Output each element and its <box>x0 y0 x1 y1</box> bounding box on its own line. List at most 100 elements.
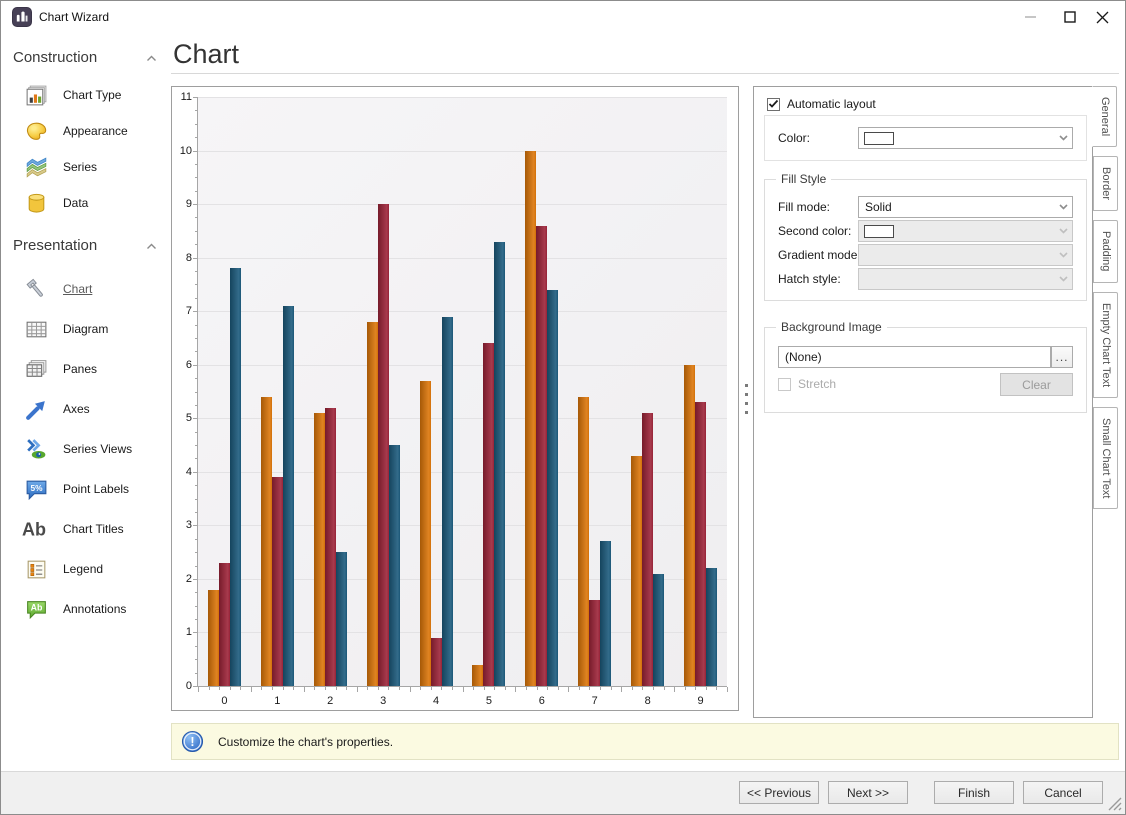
y-tick <box>195 565 198 567</box>
status-bar: ! Customize the chart's properties. <box>171 723 1119 760</box>
chevron-down-icon <box>1054 269 1072 289</box>
gridline <box>198 418 727 420</box>
previous-button[interactable]: << Previous <box>739 781 819 804</box>
bar-series3-cat2 <box>335 552 347 686</box>
cancel-button[interactable]: Cancel <box>1023 781 1103 804</box>
checkbox-checked-icon <box>767 97 780 111</box>
gradient-mode-label: Gradient mode: <box>778 248 861 262</box>
sidebar-item-label: Diagram <box>63 322 109 336</box>
checkbox-unchecked-icon <box>778 377 791 391</box>
color-swatch <box>864 224 894 238</box>
axes-icon <box>21 397 51 422</box>
sidebar-item-chart-titles[interactable]: Ab Chart Titles <box>13 509 171 549</box>
finish-button[interactable]: Finish <box>934 781 1014 804</box>
automatic-layout-checkbox[interactable]: Automatic layout <box>767 97 876 111</box>
sidebar-item-series-views[interactable]: Series Views <box>13 429 171 469</box>
x-tick <box>229 687 231 690</box>
bar-series1-cat7 <box>578 396 590 686</box>
hatch-style-dropdown <box>858 268 1073 290</box>
y-tick <box>195 324 198 326</box>
y-tick-label: 6 <box>185 358 192 371</box>
x-tick <box>578 687 580 690</box>
tab-empty-chart-text[interactable]: Empty Chart Text <box>1093 291 1118 398</box>
x-tick <box>674 687 676 692</box>
bar-series2-cat2 <box>324 407 336 686</box>
y-tick <box>193 525 198 527</box>
y-tick <box>195 217 198 219</box>
y-tick <box>195 190 198 192</box>
window-title: Chart Wizard <box>39 10 110 24</box>
tab-border[interactable]: Border <box>1093 156 1118 212</box>
browse-button[interactable]: ... <box>1051 346 1073 368</box>
sidebar-item-chart[interactable]: Chart <box>13 269 171 309</box>
tab-padding[interactable]: Padding <box>1093 220 1118 283</box>
y-tick <box>195 110 198 112</box>
x-tick <box>377 687 379 690</box>
section-header-presentation[interactable]: Presentation <box>13 233 171 257</box>
y-tick <box>195 378 198 380</box>
minimize-icon[interactable] <box>1013 3 1047 31</box>
tab-small-chart-text[interactable]: Small Chart Text <box>1093 406 1118 510</box>
x-tick-label: 6 <box>538 695 545 707</box>
second-color-dropdown <box>858 220 1073 242</box>
automatic-layout-label: Automatic layout <box>787 97 876 111</box>
bar-series1-cat2 <box>313 412 325 686</box>
bar-series1-cat0 <box>207 589 219 686</box>
fill-mode-dropdown[interactable]: Solid <box>858 196 1073 218</box>
series-icon <box>21 155 51 180</box>
y-tick <box>195 552 198 554</box>
x-tick <box>367 687 369 690</box>
bar-series2-cat3 <box>377 204 389 686</box>
next-button[interactable]: Next >> <box>828 781 908 804</box>
x-tick-label: 0 <box>221 695 228 707</box>
y-tick <box>193 578 198 580</box>
panes-icon <box>21 357 51 382</box>
sidebar-item-chart-type[interactable]: Chart Type <box>13 77 171 113</box>
sidebar-item-label: Panes <box>63 362 98 376</box>
bar-series2-cat9 <box>695 402 707 686</box>
sidebar-item-axes[interactable]: Axes <box>13 389 171 429</box>
gridline <box>198 311 727 313</box>
sidebar-item-diagram[interactable]: Diagram <box>13 309 171 349</box>
sidebar-item-appearance[interactable]: Appearance <box>13 113 171 149</box>
data-icon <box>21 191 51 216</box>
background-image-field[interactable]: (None) <box>778 346 1051 368</box>
resize-grip[interactable] <box>1108 797 1122 811</box>
section-header-construction[interactable]: Construction <box>13 45 171 69</box>
close-icon[interactable] <box>1085 3 1119 31</box>
maximize-icon[interactable] <box>1053 3 1087 31</box>
x-tick <box>399 687 401 690</box>
color-swatch <box>864 131 894 145</box>
y-tick <box>193 632 198 634</box>
color-dropdown[interactable] <box>858 127 1073 149</box>
chevron-down-icon <box>1054 197 1072 217</box>
panel-splitter[interactable] <box>741 86 752 711</box>
plot-area <box>198 97 727 686</box>
sidebar-item-point-labels[interactable]: 5% Point Labels <box>13 469 171 509</box>
y-tick <box>195 498 198 500</box>
bar-series1-cat3 <box>366 321 378 686</box>
x-tick <box>727 687 728 692</box>
sidebar-item-data[interactable]: Data <box>13 185 171 221</box>
fill-style-title: Fill Style <box>776 172 832 186</box>
tab-general[interactable]: General <box>1092 86 1117 148</box>
bar-series3-cat3 <box>388 445 400 686</box>
sidebar-item-legend[interactable]: Legend <box>13 549 171 589</box>
y-tick <box>195 659 198 661</box>
x-axis <box>198 686 727 687</box>
sidebar-item-panes[interactable]: Panes <box>13 349 171 389</box>
bar-series2-cat5 <box>483 343 495 686</box>
x-tick <box>610 687 612 690</box>
sidebar-item-label: Point Labels <box>63 482 130 496</box>
bar-series3-cat4 <box>441 316 453 686</box>
x-tick <box>494 687 496 690</box>
x-tick <box>250 687 252 692</box>
x-tick <box>642 687 644 690</box>
sidebar-item-annotations[interactable]: Ab Annotations <box>13 589 171 629</box>
title-bar: Chart Wizard <box>1 1 1125 33</box>
sidebar-item-series[interactable]: Series <box>13 149 171 185</box>
y-tick <box>195 592 198 594</box>
dropdown-value: Solid <box>865 200 892 214</box>
x-tick <box>483 687 485 690</box>
sidebar-item-label: Chart Type <box>63 88 122 102</box>
